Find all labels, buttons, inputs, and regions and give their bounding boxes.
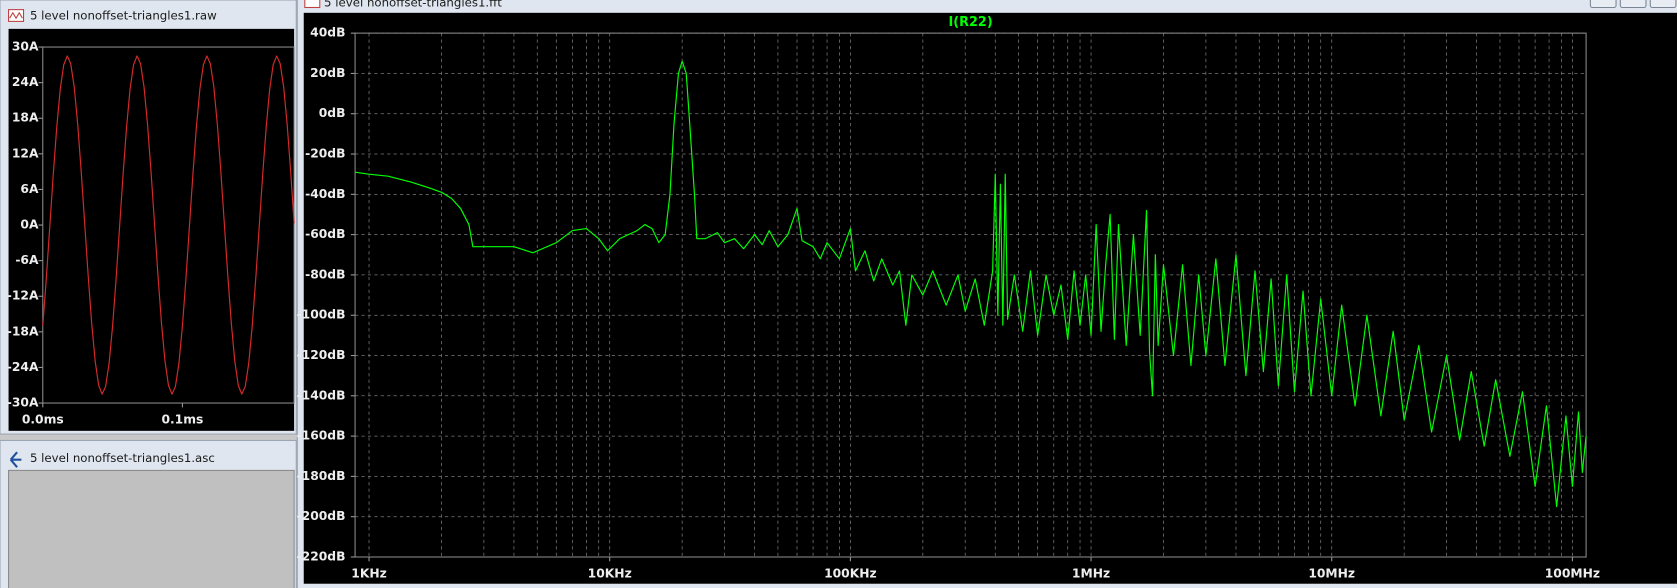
window-title: 5 level nonoffset-triangles1.raw (30, 9, 217, 23)
x-tick-label: 0.0ms (22, 413, 64, 427)
y-tick-label: -200dB (297, 509, 346, 523)
y-tick-label: -30A (7, 396, 39, 410)
x-tick-label: 10KHz (588, 567, 632, 581)
chart-title: I(R22) (948, 15, 992, 30)
y-tick-label: 24A (12, 75, 39, 89)
data-line (42, 55, 295, 395)
y-tick-label: -24A (7, 360, 39, 374)
plot-background (303, 12, 1677, 584)
close-button[interactable] (1649, 0, 1677, 9)
y-tick-label: 18A (12, 111, 39, 125)
y-tick-label: -220dB (297, 549, 346, 563)
plot-frame (42, 46, 295, 404)
y-tick-label: -160dB (297, 429, 346, 443)
y-tick-label: 12A (12, 146, 39, 160)
y-tick-label: -12A (7, 289, 39, 303)
minimize-button[interactable] (1589, 0, 1617, 9)
y-tick-label: -6A (15, 253, 39, 267)
x-tick-label: 100KHz (824, 567, 877, 581)
y-tick-label: -20dB (305, 147, 345, 161)
window-icon (9, 451, 22, 468)
y-tick-label: 0dB (319, 106, 346, 120)
y-tick-label: 30A (12, 40, 39, 54)
maximize-button[interactable] (1619, 0, 1647, 9)
y-tick-label: -180dB (297, 469, 346, 483)
y-tick-label: -140dB (297, 388, 346, 402)
plot-background (8, 28, 295, 431)
window-icon-wave (9, 11, 23, 20)
y-tick-label: -40dB (305, 187, 345, 201)
y-tick-label: -18A (7, 324, 39, 338)
y-tick-label: 20dB (310, 66, 345, 80)
x-tick-label: 0.1ms (161, 413, 203, 427)
x-tick-label: 10MHz (1308, 567, 1355, 581)
x-tick-label: 100MHz (1545, 567, 1600, 581)
window-icon (304, 0, 321, 9)
data-line (354, 60, 1587, 508)
y-tick-label: 0A (20, 218, 39, 232)
y-tick-label: -60dB (305, 227, 345, 241)
x-tick-label: 1KHz (351, 567, 387, 581)
window-icon (8, 9, 25, 22)
x-tick-label: 1MHz (1072, 567, 1110, 581)
window-title: 5 level nonoffset-triangles1.fft (324, 0, 502, 10)
y-tick-label: -80dB (305, 267, 345, 281)
y-tick-label: 40dB (310, 26, 345, 40)
y-tick-label: 6A (20, 182, 39, 196)
y-tick-label: -100dB (297, 308, 346, 322)
schematic-area (8, 469, 295, 588)
plot-frame (354, 32, 1587, 558)
window-title: 5 level nonoffset-triangles1.asc (30, 451, 215, 465)
y-tick-label: -120dB (297, 348, 346, 362)
